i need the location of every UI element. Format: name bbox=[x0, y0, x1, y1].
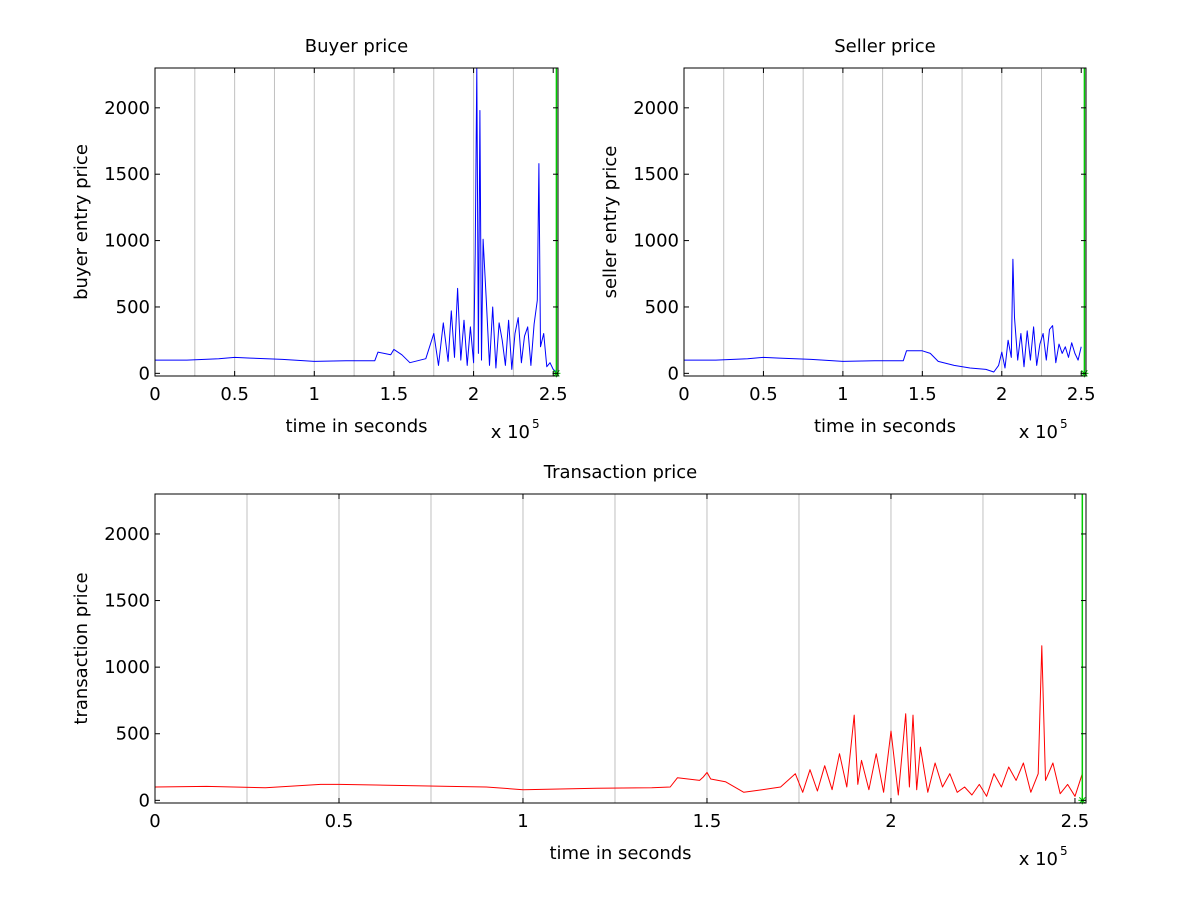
transaction-price-axes-box bbox=[154, 493, 1087, 804]
buyer-price-y-tick-label: 2000 bbox=[104, 98, 150, 119]
seller-price-series-line bbox=[684, 258, 1082, 373]
seller-price-y-tick-label: 1000 bbox=[633, 231, 679, 252]
transaction-price-subplot: 0 0.5 1 1.5 2 2.5 0 500 1000 1500 2000 Transaction … bbox=[71, 462, 1089, 870]
buyer-price-x-tick-label: 0.5 bbox=[220, 384, 249, 405]
buyer-price-x-tick-label: 1 bbox=[309, 384, 320, 405]
buyer-price-x-tick-label: 0 bbox=[149, 384, 160, 405]
seller-price-y-tick-label: 1500 bbox=[633, 164, 679, 185]
seller-price-y-tick-label: 500 bbox=[645, 297, 679, 318]
seller-price-title: Seller price bbox=[834, 36, 936, 57]
seller-price-axes-box bbox=[683, 67, 1087, 377]
transaction-price-x-tick-label: 1 bbox=[517, 811, 528, 832]
buyer-price-x-axis-label: time in seconds bbox=[285, 416, 427, 437]
seller-price-y-tick-label: 0 bbox=[668, 363, 679, 384]
transaction-price-x-tick-label: 0.5 bbox=[325, 811, 354, 832]
seller-price-x-tick-label: 0 bbox=[678, 384, 689, 405]
seller-price-y-tick-label: 2000 bbox=[633, 98, 679, 119]
transaction-price-y-tick-label: 1000 bbox=[104, 657, 150, 678]
buyer-price-y-tick-label: 1000 bbox=[104, 231, 150, 252]
seller-price-subplot: 0 0.5 1 1.5 2 2.5 0 500 1000 1500 2000 Seller price… bbox=[600, 36, 1096, 443]
transaction-price-x-multiplier: x 10 bbox=[1019, 849, 1058, 870]
seller-price-x-tick-label: 1.5 bbox=[908, 384, 937, 405]
seller-price-x-multiplier: x 10 bbox=[1019, 422, 1058, 443]
transaction-price-x-axis-label: time in seconds bbox=[549, 843, 691, 864]
transaction-price-x-multiplier-exponent: 5 bbox=[1060, 844, 1068, 858]
seller-price-x-tick-label: 2.5 bbox=[1067, 384, 1096, 405]
transaction-price-title: Transaction price bbox=[543, 462, 698, 483]
buyer-price-axes-box bbox=[154, 67, 559, 377]
seller-price-x-tick-label: 0.5 bbox=[749, 384, 778, 405]
seller-price-y-axis-label: seller entry price bbox=[600, 146, 621, 299]
transaction-price-x-tick-label: 1.5 bbox=[693, 811, 722, 832]
transaction-price-y-tick-label: 1500 bbox=[104, 591, 150, 612]
buyer-price-y-axis-label: buyer entry price bbox=[71, 144, 92, 300]
buyer-price-x-tick-label: 2.5 bbox=[539, 384, 568, 405]
seller-price-x-multiplier-exponent: 5 bbox=[1060, 417, 1068, 431]
transaction-price-y-axis-label: transaction price bbox=[71, 572, 92, 724]
buyer-price-title: Buyer price bbox=[305, 36, 408, 57]
transaction-price-y-tick-label: 0 bbox=[139, 790, 150, 811]
buyer-price-subplot: 0 0.5 1 1.5 2 2.5 0 500 1000 1500 2000 Buyer price t… bbox=[71, 36, 568, 443]
seller-price-x-tick-label: 1 bbox=[837, 384, 848, 405]
transaction-price-x-tick-label: 2 bbox=[885, 811, 896, 832]
buyer-price-x-multiplier: x 10 bbox=[491, 422, 530, 443]
buyer-price-y-tick-label: 0 bbox=[139, 363, 150, 384]
seller-price-x-axis-label: time in seconds bbox=[814, 416, 956, 437]
buyer-price-x-multiplier-exponent: 5 bbox=[532, 417, 540, 431]
transaction-price-y-tick-label: 2000 bbox=[104, 524, 150, 545]
transaction-price-y-tick-label: 500 bbox=[116, 724, 150, 745]
seller-price-x-tick-label: 2 bbox=[996, 384, 1007, 405]
buyer-price-x-tick-label: 2 bbox=[468, 384, 479, 405]
buyer-price-y-tick-label: 500 bbox=[116, 297, 150, 318]
transaction-price-x-tick-label: 0 bbox=[149, 811, 160, 832]
buyer-price-x-tick-label: 1.5 bbox=[380, 384, 409, 405]
transaction-price-series-line bbox=[154, 645, 1083, 797]
transaction-price-x-tick-label: 2.5 bbox=[1061, 811, 1090, 832]
buyer-price-y-tick-label: 1500 bbox=[104, 164, 150, 185]
